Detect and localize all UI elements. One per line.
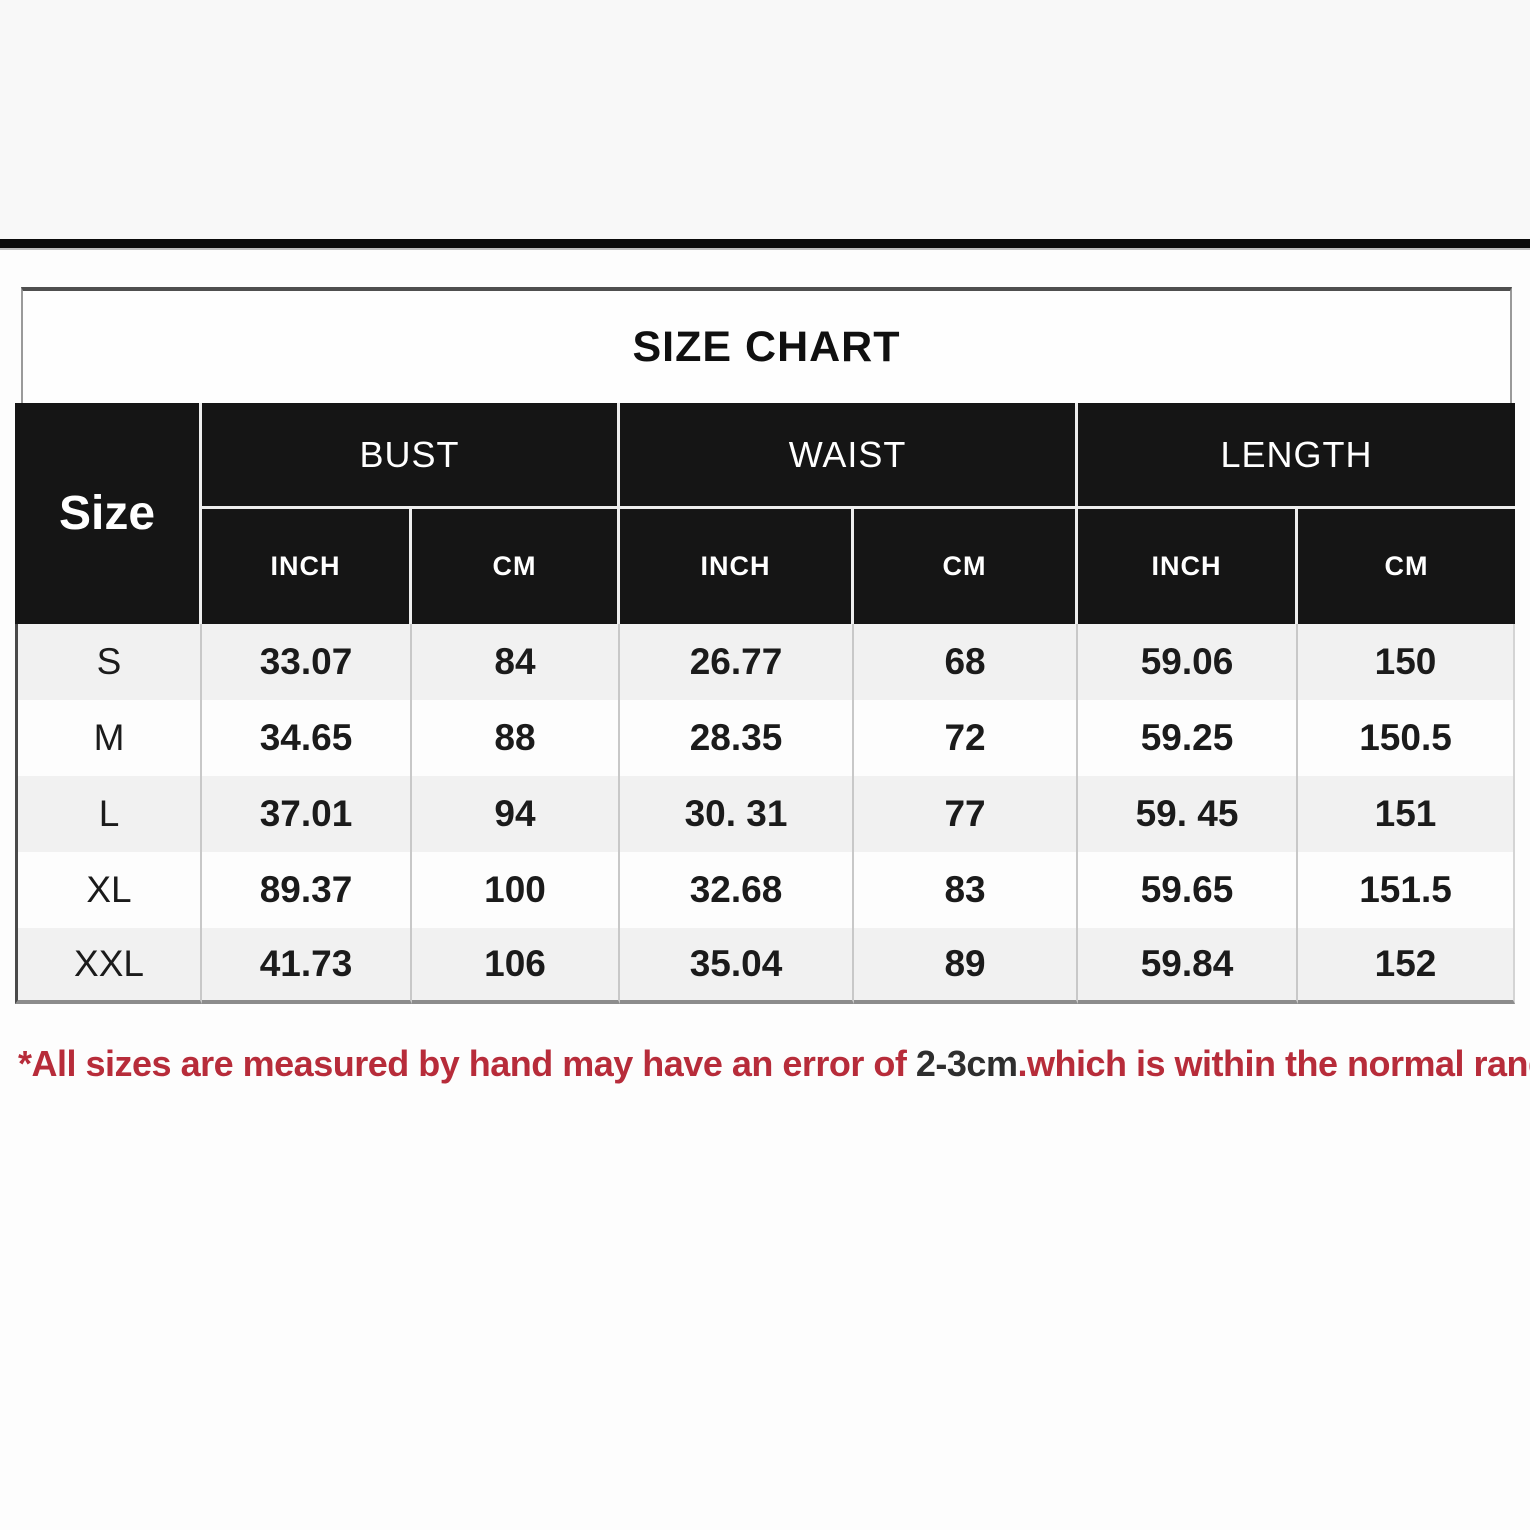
length-inch-value: 59.84 [1078, 928, 1299, 1004]
waist-inch-value: 30. 31 [620, 776, 855, 852]
length-cm-value: 150 [1298, 624, 1516, 700]
table-header: Size BUST WAIST LENGTH INCH CM INCH CM I… [15, 403, 1516, 624]
bust-inch-value: 34.65 [202, 700, 412, 776]
bust-inch-value: 33.07 [202, 624, 412, 700]
bust-inch-value: 89.37 [202, 852, 412, 928]
table-row: M 34.65 88 28.35 72 59.25 150.5 [15, 700, 1516, 776]
header-waist-cm: CM [854, 509, 1079, 624]
size-chart-table: Size BUST WAIST LENGTH INCH CM INCH CM I… [15, 403, 1516, 1004]
length-cm-value: 151 [1298, 776, 1516, 852]
size-label: XL [15, 852, 202, 928]
header-bust-cm: CM [412, 509, 621, 624]
header-waist: WAIST [620, 403, 1079, 509]
top-background-strip [0, 0, 1530, 239]
top-divider-bar [0, 239, 1530, 250]
waist-cm-value: 89 [854, 928, 1079, 1004]
waist-cm-value: 83 [854, 852, 1079, 928]
waist-inch-value: 26.77 [620, 624, 855, 700]
waist-inch-value: 32.68 [620, 852, 855, 928]
header-length-cm: CM [1298, 509, 1516, 624]
length-inch-value: 59.25 [1078, 700, 1299, 776]
length-cm-value: 152 [1298, 928, 1516, 1004]
bust-cm-value: 84 [412, 624, 621, 700]
header-bust-inch: INCH [202, 509, 412, 624]
length-cm-value: 150.5 [1298, 700, 1516, 776]
waist-inch-value: 35.04 [620, 928, 855, 1004]
header-waist-inch: INCH [620, 509, 855, 624]
table-row: L 37.01 94 30. 31 77 59. 45 151 [15, 776, 1516, 852]
bust-cm-value: 88 [412, 700, 621, 776]
header-bust: BUST [202, 403, 621, 509]
length-inch-value: 59. 45 [1078, 776, 1299, 852]
length-cm-value: 151.5 [1298, 852, 1516, 928]
table-row: S 33.07 84 26.77 68 59.06 150 [15, 624, 1516, 700]
size-label: XXL [15, 928, 202, 1004]
disclaimer-text-highlight: 2-3cm [915, 1043, 1018, 1084]
table-body: S 33.07 84 26.77 68 59.06 150 M 34.65 88… [15, 624, 1516, 1004]
waist-cm-value: 68 [854, 624, 1079, 700]
header-length-inch: INCH [1078, 509, 1299, 624]
length-inch-value: 59.65 [1078, 852, 1299, 928]
table-row: XL 89.37 100 32.68 83 59.65 151.5 [15, 852, 1516, 928]
size-label: M [15, 700, 202, 776]
size-label: L [15, 776, 202, 852]
measurement-disclaimer: *All sizes are measured by hand may have… [18, 1040, 1530, 1087]
waist-inch-value: 28.35 [620, 700, 855, 776]
disclaimer-text-suffix: .which is within the normal range. [1017, 1043, 1530, 1084]
header-group-row: Size BUST WAIST LENGTH [15, 403, 1516, 624]
header-unit-row: INCH CM INCH CM INCH CM [15, 509, 1516, 624]
length-inch-value: 59.06 [1078, 624, 1299, 700]
bust-inch-value: 41.73 [202, 928, 412, 1004]
size-label: S [15, 624, 202, 700]
waist-cm-value: 77 [854, 776, 1079, 852]
disclaimer-text-prefix: *All sizes are measured by hand may have… [18, 1043, 916, 1084]
bust-inch-value: 37.01 [202, 776, 412, 852]
waist-cm-value: 72 [854, 700, 1079, 776]
bust-cm-value: 106 [412, 928, 621, 1004]
header-size: Size [15, 403, 202, 624]
size-chart-title-box: SIZE CHART [21, 287, 1512, 403]
page-title: SIZE CHART [632, 322, 901, 371]
header-length: LENGTH [1078, 403, 1516, 509]
bust-cm-value: 100 [412, 852, 621, 928]
bust-cm-value: 94 [412, 776, 621, 852]
table-row: XXL 41.73 106 35.04 89 59.84 152 [15, 928, 1516, 1004]
